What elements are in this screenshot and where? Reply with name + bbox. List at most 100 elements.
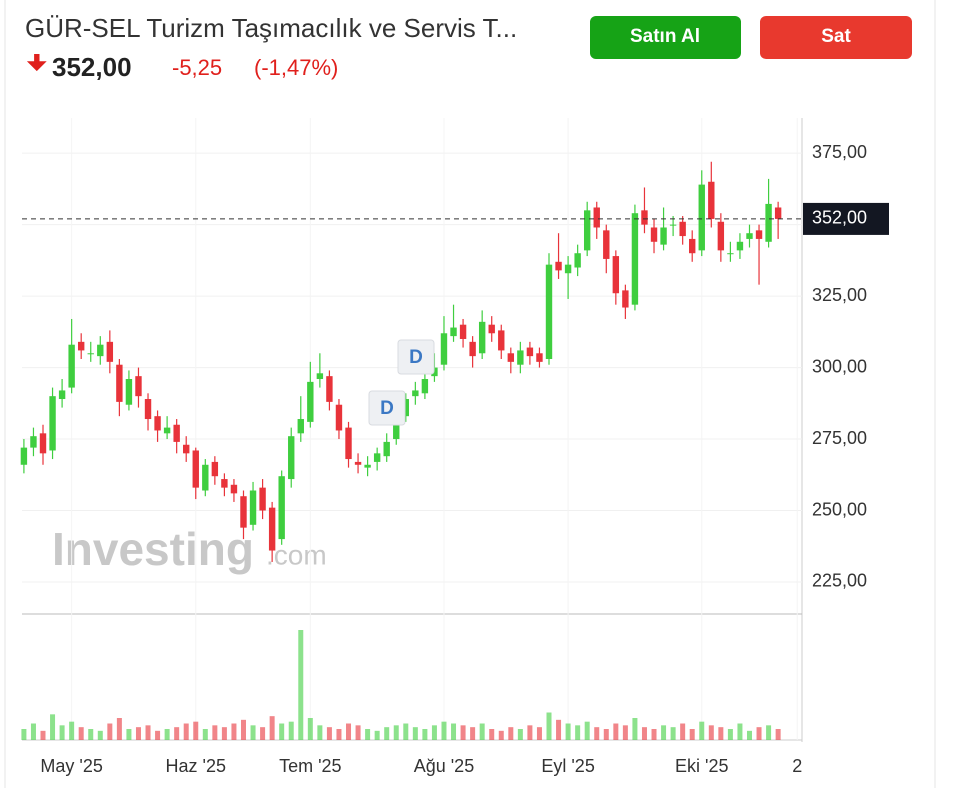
event-label: D bbox=[380, 398, 394, 419]
y-tick-label: 275,00 bbox=[812, 428, 867, 448]
y-tick-label: 325,00 bbox=[812, 285, 867, 305]
volume-bar bbox=[116, 718, 122, 740]
candle-body bbox=[373, 453, 381, 462]
volume-bar bbox=[689, 729, 695, 740]
candle-body bbox=[421, 379, 429, 394]
candle-body bbox=[183, 444, 190, 454]
volume-bar bbox=[460, 725, 466, 740]
volume-bar bbox=[632, 718, 638, 740]
event-marker[interactable]: D bbox=[397, 339, 435, 375]
volume-bar bbox=[412, 727, 418, 740]
volume-bar bbox=[374, 730, 380, 740]
change-percent: (-1,47%) bbox=[254, 55, 338, 80]
event-box bbox=[368, 390, 406, 426]
volume-bar bbox=[766, 725, 772, 740]
candle-body bbox=[144, 399, 152, 420]
volume-bar bbox=[193, 721, 199, 740]
buy-button[interactable]: Satın Al bbox=[590, 16, 741, 59]
x-tick-label: Haz '25 bbox=[166, 756, 226, 776]
candle-body bbox=[631, 213, 639, 305]
volume-bar bbox=[517, 729, 523, 740]
y-tick-label: 375,00 bbox=[812, 142, 867, 162]
volume-bar bbox=[746, 730, 752, 740]
x-tick-label: Tem '25 bbox=[279, 756, 341, 776]
candle-body bbox=[536, 353, 543, 362]
volume-bar bbox=[202, 729, 208, 740]
y-tick-label: 300,00 bbox=[812, 356, 867, 376]
volume-bar bbox=[355, 725, 361, 740]
candle-body bbox=[288, 436, 295, 480]
volume-bar bbox=[575, 725, 581, 740]
candle-body bbox=[660, 227, 667, 245]
volume-bar bbox=[307, 718, 313, 740]
candle-body bbox=[316, 373, 324, 380]
volume-bar bbox=[403, 723, 409, 740]
volume-bar bbox=[680, 723, 686, 740]
candle-body bbox=[717, 221, 725, 251]
candle-body bbox=[345, 427, 352, 460]
volume-bar bbox=[164, 729, 170, 740]
volume-bar bbox=[641, 727, 647, 740]
volume-bar bbox=[756, 727, 762, 740]
y-tick-label: 225,00 bbox=[812, 571, 867, 591]
candle-body bbox=[622, 290, 629, 308]
candle-body bbox=[708, 181, 715, 219]
volume-bar bbox=[451, 723, 457, 740]
volume-bar bbox=[489, 729, 495, 740]
volume-bar bbox=[317, 725, 323, 740]
last-price-label: 352,00 bbox=[812, 208, 867, 228]
candle-body bbox=[402, 399, 409, 417]
volume-bar bbox=[40, 730, 46, 740]
event-marker[interactable]: D bbox=[368, 390, 406, 426]
watermark-brand: Investing bbox=[52, 523, 254, 575]
volume-bar bbox=[527, 725, 533, 740]
volume-bar bbox=[78, 727, 84, 740]
candle-body bbox=[412, 390, 419, 397]
volume-bar bbox=[431, 725, 437, 740]
down-arrow bbox=[26, 54, 47, 72]
candle-body bbox=[459, 324, 467, 339]
candle-body bbox=[259, 487, 266, 511]
event-label: D bbox=[409, 347, 423, 368]
volume-bar bbox=[336, 729, 342, 740]
candle-body bbox=[650, 227, 658, 242]
candle-body bbox=[679, 221, 686, 237]
volume-bar bbox=[155, 730, 161, 740]
candle-body bbox=[116, 364, 123, 402]
candle-body bbox=[30, 436, 37, 448]
volume-bar bbox=[727, 729, 733, 740]
candle-body bbox=[469, 341, 476, 357]
candle-body bbox=[488, 324, 495, 334]
volume-bar bbox=[279, 723, 285, 740]
volume-bar bbox=[737, 723, 743, 740]
volume-bar bbox=[346, 723, 352, 740]
candle-body bbox=[211, 461, 219, 477]
candle-body bbox=[20, 447, 28, 465]
volume-bar bbox=[212, 725, 218, 740]
candle-body bbox=[125, 379, 133, 405]
volume-bar bbox=[670, 727, 676, 740]
candle-body bbox=[555, 261, 562, 271]
volume-bar bbox=[718, 727, 724, 740]
volume-bar bbox=[21, 729, 27, 740]
candle-body bbox=[297, 419, 304, 434]
candle-body bbox=[249, 490, 257, 525]
volume-bar bbox=[384, 727, 390, 740]
volume-bar bbox=[50, 714, 56, 740]
volume-bar bbox=[240, 719, 246, 740]
candle-body bbox=[68, 344, 75, 388]
candle-body bbox=[727, 253, 734, 255]
candle-body bbox=[326, 376, 333, 402]
x-tick-label: 2 bbox=[792, 756, 802, 776]
event-box bbox=[397, 339, 435, 375]
candle-body bbox=[240, 496, 247, 528]
sell-button[interactable]: Sat bbox=[760, 16, 912, 59]
candle-body bbox=[507, 353, 515, 362]
volume-bar bbox=[269, 716, 275, 740]
volume-bar bbox=[594, 727, 600, 740]
volume-bar bbox=[288, 721, 294, 740]
candle-body bbox=[755, 230, 763, 239]
volume-bar bbox=[775, 729, 781, 740]
volume-bar bbox=[30, 723, 36, 740]
